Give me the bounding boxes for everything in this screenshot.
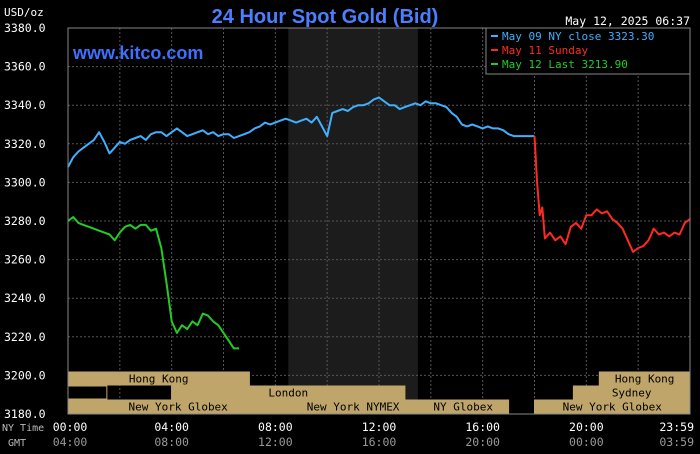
series-line-0 (67, 96, 535, 168)
x-tick-ny: 20:00 (569, 420, 604, 434)
session-bar: Hong Kong (67, 371, 250, 386)
plot-border (67, 27, 691, 415)
y-tick-label: 3240.0 (4, 291, 46, 305)
session-label: Sydney (612, 387, 652, 400)
kitco-watermark: www.kitco.com (72, 43, 203, 63)
y-tick-label: 3380.0 (4, 21, 46, 35)
session-bar: Hong Kong (598, 371, 691, 386)
session-label: Hong Kong (615, 373, 675, 386)
x-tick-gmt: 16:00 (362, 435, 397, 449)
y-tick-label: 3360.0 (4, 60, 46, 74)
session-bar: New York Globex (67, 399, 289, 414)
x-tick-gmt: 12:00 (258, 435, 293, 449)
session-bar: New York Globex (534, 399, 691, 414)
y-tick-label: 3200.0 (4, 368, 46, 382)
x-tick-ny: 04:00 (154, 420, 189, 434)
y-axis-ticks: 3180.0 3200.0 3220.0 3240.0 3260.0 3280.0 3300… (4, 21, 46, 421)
y-tick-label: 3300.0 (4, 175, 46, 189)
legend-label: May 11 Sunday (502, 44, 588, 57)
y-axis-label: USD/oz (4, 6, 44, 19)
session-bar: Sydney (572, 385, 691, 400)
x-tick-ny: 08:00 (258, 420, 293, 434)
y-tick-label: 3180.0 (4, 407, 46, 421)
x-tick-gmt: 20:00 (465, 435, 500, 449)
y-tick-label: 3260.0 (4, 253, 46, 267)
series-line-1 (533, 136, 691, 253)
x-tick-ny: 23:59 (659, 420, 694, 434)
x-tick-ny: 16:00 (465, 420, 500, 434)
session-label: London (268, 387, 308, 400)
chart-title: 24 Hour Spot Gold (Bid) (212, 6, 439, 28)
session-label: Hong Kong (129, 373, 189, 386)
y-tick-label: 3320.0 (4, 137, 46, 151)
price-series (67, 96, 691, 350)
session-label: New York NYMEX (307, 401, 400, 414)
session-rect (171, 385, 406, 400)
legend-label: May 09 NY close 3323.30 (502, 30, 654, 43)
session-bar: London (171, 385, 406, 400)
session-label: New York Globex (128, 401, 228, 414)
session-label: NY Globex (433, 401, 493, 414)
x-tick-gmt: 04:00 (53, 435, 88, 449)
y-tick-label: 3220.0 (4, 330, 46, 344)
x-tick-gmt: 03:59 (659, 435, 694, 449)
x-tick-ny: 00:00 (53, 420, 88, 434)
x-axis-ticks: 00:00 04:00 08:00 12:00 16:00 20:00 23:5904:00… (53, 420, 694, 449)
legend-box (485, 27, 691, 75)
x-tick-gmt: 08:00 (154, 435, 189, 449)
session-rect (417, 399, 510, 414)
session-bar: New York NYMEX (287, 399, 419, 414)
legend-label: May 12 Last 3213.90 (502, 58, 628, 71)
session-bar: NY Globex (417, 399, 510, 414)
series-line-2 (67, 216, 239, 350)
gmt-label: GMT (8, 438, 26, 449)
y-tick-label: 3340.0 (4, 98, 46, 112)
chart-timestamp: May 12, 2025 06:37 (565, 14, 690, 28)
x-tick-ny: 12:00 (362, 420, 397, 434)
x-tick-gmt: 00:00 (569, 435, 604, 449)
ny-time-label: NY Time (2, 423, 44, 434)
session-label: New York Globex (563, 401, 663, 414)
y-tick-label: 3280.0 (4, 214, 46, 228)
